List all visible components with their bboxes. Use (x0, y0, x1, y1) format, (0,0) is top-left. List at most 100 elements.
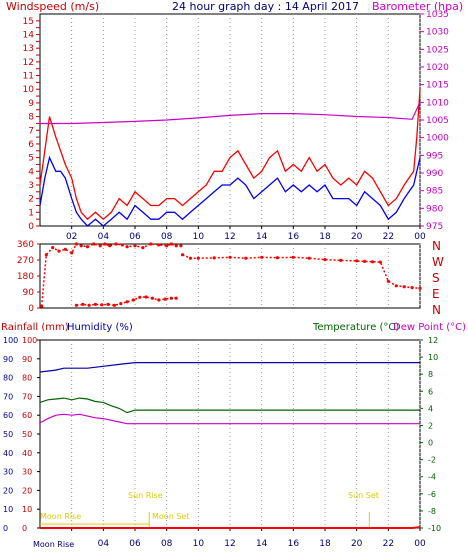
barometer-tick-label: 1025 (426, 45, 449, 55)
rainfall-tick-label: 40 (3, 449, 13, 458)
rainfall-tick-label: 80 (3, 374, 13, 383)
barometer-tick-label: 995 (426, 151, 443, 161)
humidity-tick-label: 20 (22, 486, 32, 495)
hour-tick-label-upper: 08 (161, 232, 173, 242)
hour-tick-label-upper: 02 (66, 232, 77, 242)
hour-tick-label-upper: 22 (383, 232, 394, 242)
windspeed-tick-label: 9 (28, 99, 34, 109)
humidity-tick-label: 40 (22, 449, 32, 458)
series-line-dew-point (39, 413, 420, 425)
rainfall-tick-label: 30 (3, 468, 13, 477)
hour-tick-label-lower: 20 (351, 539, 363, 549)
humidity-tick-label: 80 (22, 374, 32, 383)
series-line-gust-average (39, 155, 421, 227)
windspeed-tick-label: 0 (28, 222, 34, 232)
temperature-tick-label: 12 (428, 336, 438, 345)
barometer-tick-label: 1010 (426, 98, 449, 108)
hour-tick-label-lower: 14 (256, 539, 268, 549)
direction-letter-n-top: N (432, 239, 441, 253)
direction-letter-e: E (432, 287, 440, 301)
direction-point (275, 256, 280, 260)
temperature-tick-label: 6 (428, 387, 433, 396)
direction-point (378, 260, 382, 264)
hour-tick-label-lower: 22 (383, 539, 394, 549)
sun-rise-label: Sun Rise (128, 491, 163, 500)
direction-tick-label: 0 (28, 304, 34, 314)
direction-point (363, 259, 367, 263)
windspeed-tick-label: 15 (23, 17, 34, 27)
barometer-tick-label: 985 (426, 187, 443, 197)
temperature-axis-title: Temperature (°C) (312, 322, 399, 333)
direction-trace (76, 296, 177, 307)
hour-tick-label-upper: 14 (256, 232, 268, 242)
barometer-tick-label: 980 (426, 204, 443, 214)
windspeed-tick-label: 12 (23, 58, 34, 68)
barometer-tick-label: 1000 (426, 134, 449, 144)
direction-letter-n-bottom: N (432, 303, 441, 317)
plot-layer: 0123456789101112131415975980985990995100… (3, 10, 449, 549)
rainfall-tick-label: 10 (3, 505, 13, 514)
humidity-tick-label: 90 (22, 355, 32, 364)
windspeed-tick-label: 3 (28, 181, 34, 191)
series-line-barometer (40, 102, 421, 125)
windspeed-axis-title: Windspeed (m/s) (6, 0, 99, 13)
barometer-tick-label: 1035 (426, 10, 449, 20)
hour-tick-label-lower: 18 (319, 539, 331, 549)
rainfall-tick-label: 0 (3, 524, 8, 533)
temperature-tick-label: 10 (428, 353, 438, 362)
hour-tick-label-lower: 06 (129, 539, 141, 549)
windspeed-tick-label: 6 (28, 140, 34, 150)
temperature-tick-label: -8 (428, 507, 436, 516)
graph-title: 24 hour graph day : 14 April 2017 (172, 0, 359, 13)
series-line-windspeed (39, 89, 421, 221)
temperature-tick-label: 0 (428, 439, 433, 448)
temperature-tick-label: -2 (428, 456, 436, 465)
direction-tick-label: 270 (17, 256, 34, 266)
windspeed-tick-label: 2 (28, 195, 34, 205)
series-line-rainfall (40, 526, 421, 529)
barometer-tick-label: 1015 (426, 81, 449, 91)
direction-tick-label: 180 (17, 272, 34, 282)
direction-point (339, 258, 343, 262)
humidity-tick-label: 100 (22, 336, 37, 345)
dewpoint-axis-title: Dew Point (°C) (393, 322, 466, 333)
barometer-tick-label: 990 (426, 169, 443, 179)
direction-trace (182, 254, 421, 290)
windspeed-tick-label: 13 (23, 44, 34, 54)
hour-tick-label-upper: 18 (319, 232, 331, 242)
humidity-tick-label: 0 (22, 524, 27, 533)
windspeed-tick-label: 10 (23, 85, 35, 95)
temperature-tick-label: -6 (428, 490, 436, 499)
humidity-tick-label: 70 (22, 392, 32, 401)
rainfall-tick-label: 60 (3, 411, 13, 420)
direction-point (355, 259, 359, 263)
series-line-humidity (39, 362, 420, 373)
direction-tick-label: 90 (23, 288, 35, 298)
direction-point (370, 260, 375, 264)
humidity-tick-label: 50 (22, 430, 32, 439)
rainfall-tick-label: 100 (3, 336, 18, 345)
humidity-tick-label: 30 (22, 468, 32, 477)
hour-tick-label-lower: 04 (98, 539, 110, 549)
barometer-tick-label: 1005 (426, 116, 449, 126)
direction-letter-w: W (432, 255, 444, 269)
direction-letter-s: S (432, 271, 440, 285)
rainfall-axis-title: Rainfall (mm) (1, 322, 69, 333)
windspeed-tick-label: 11 (23, 72, 34, 82)
windspeed-tick-label: 4 (28, 167, 34, 177)
hour-tick-label-upper: 16 (288, 232, 300, 242)
windspeed-tick-label: 7 (28, 126, 34, 136)
humidity-axis-title: Humidity (%) (67, 322, 133, 333)
moon-rise-label-bottom: Moon Rise (33, 540, 74, 549)
hour-tick-label-upper: 10 (193, 232, 205, 242)
windspeed-tick-label: 5 (28, 154, 34, 164)
sun-set-label: Sun Set (348, 491, 379, 500)
hour-tick-label-upper: 12 (224, 232, 235, 242)
moon-rise-label-top: Moon Rise (40, 512, 81, 521)
direction-trace (40, 243, 181, 307)
windspeed-tick-label: 14 (23, 31, 35, 41)
hour-tick-label-lower: 10 (193, 539, 205, 549)
hour-tick-label-upper: 20 (351, 232, 363, 242)
hour-tick-label-upper: 00 (414, 232, 426, 242)
